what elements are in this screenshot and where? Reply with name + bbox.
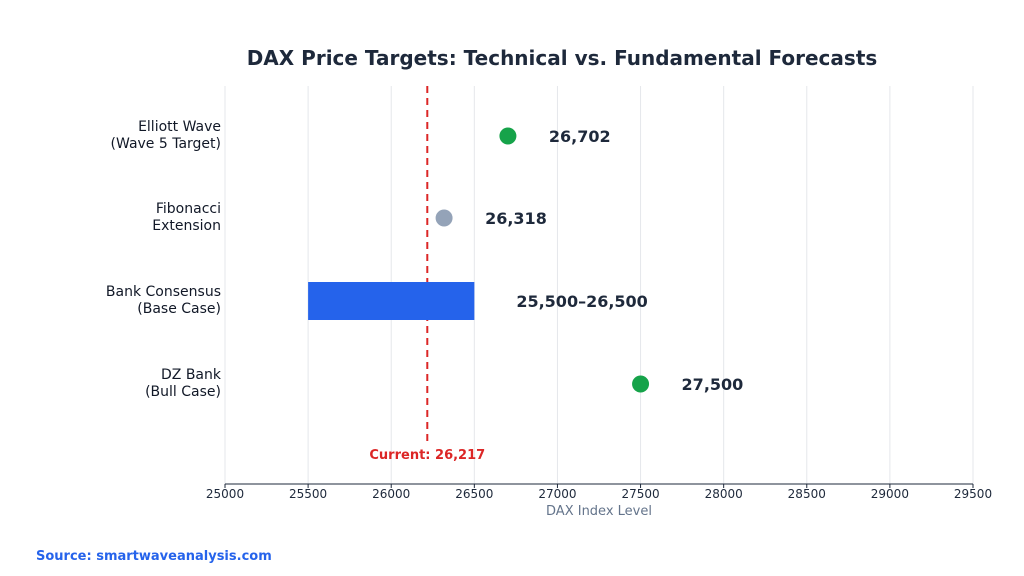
data-label: 27,500 [682,375,744,394]
y-axis-labels: Elliott Wave(Wave 5 Target) FibonacciExte… [106,119,222,400]
x-tick-label: 26500 [455,487,493,501]
chart-title: DAX Price Targets: Technical vs. Fundame… [247,46,878,70]
x-tick-label: 27500 [621,487,659,501]
x-tick-label: 27000 [538,487,576,501]
y-category-label: (Bull Case) [145,384,221,400]
data-marks: 26,702 26,318 25,500–26,500 27,500 [308,127,743,394]
data-label: 26,702 [549,127,611,146]
x-axis-title: DAX Index Level [546,504,652,519]
y-category-label: Elliott Wave [138,119,221,135]
data-label: 25,500–26,500 [516,292,647,311]
y-category-label: (Wave 5 Target) [111,136,221,152]
reference-line-group: Current: 26,217 [369,86,485,463]
y-category-label: Fibonacci [156,201,221,217]
target-point [499,127,517,145]
x-tick-label: 26000 [372,487,410,501]
y-category-label: DZ Bank [161,367,222,383]
range-bar [308,282,475,320]
current-level-label: Current: 26,217 [369,448,485,463]
x-tick-label: 29500 [954,487,992,501]
y-category-label: (Base Case) [137,301,221,317]
x-tick-label: 25500 [289,487,327,501]
y-category-label: Extension [152,218,221,234]
x-axis: 25000 25500 26000 26500 27000 27500 28000 28500… [206,483,992,501]
source-link[interactable]: Source: smartwaveanalysis.com [36,549,272,564]
y-category-label: Bank Consensus [106,284,221,300]
x-tick-label: 25000 [206,487,244,501]
target-point [435,209,453,227]
data-label: 26,318 [485,209,547,228]
x-tick-label: 29000 [871,487,909,501]
x-tick-label: 28000 [705,487,743,501]
target-point [632,375,650,393]
grid [224,86,974,484]
x-tick-label: 28500 [788,487,826,501]
